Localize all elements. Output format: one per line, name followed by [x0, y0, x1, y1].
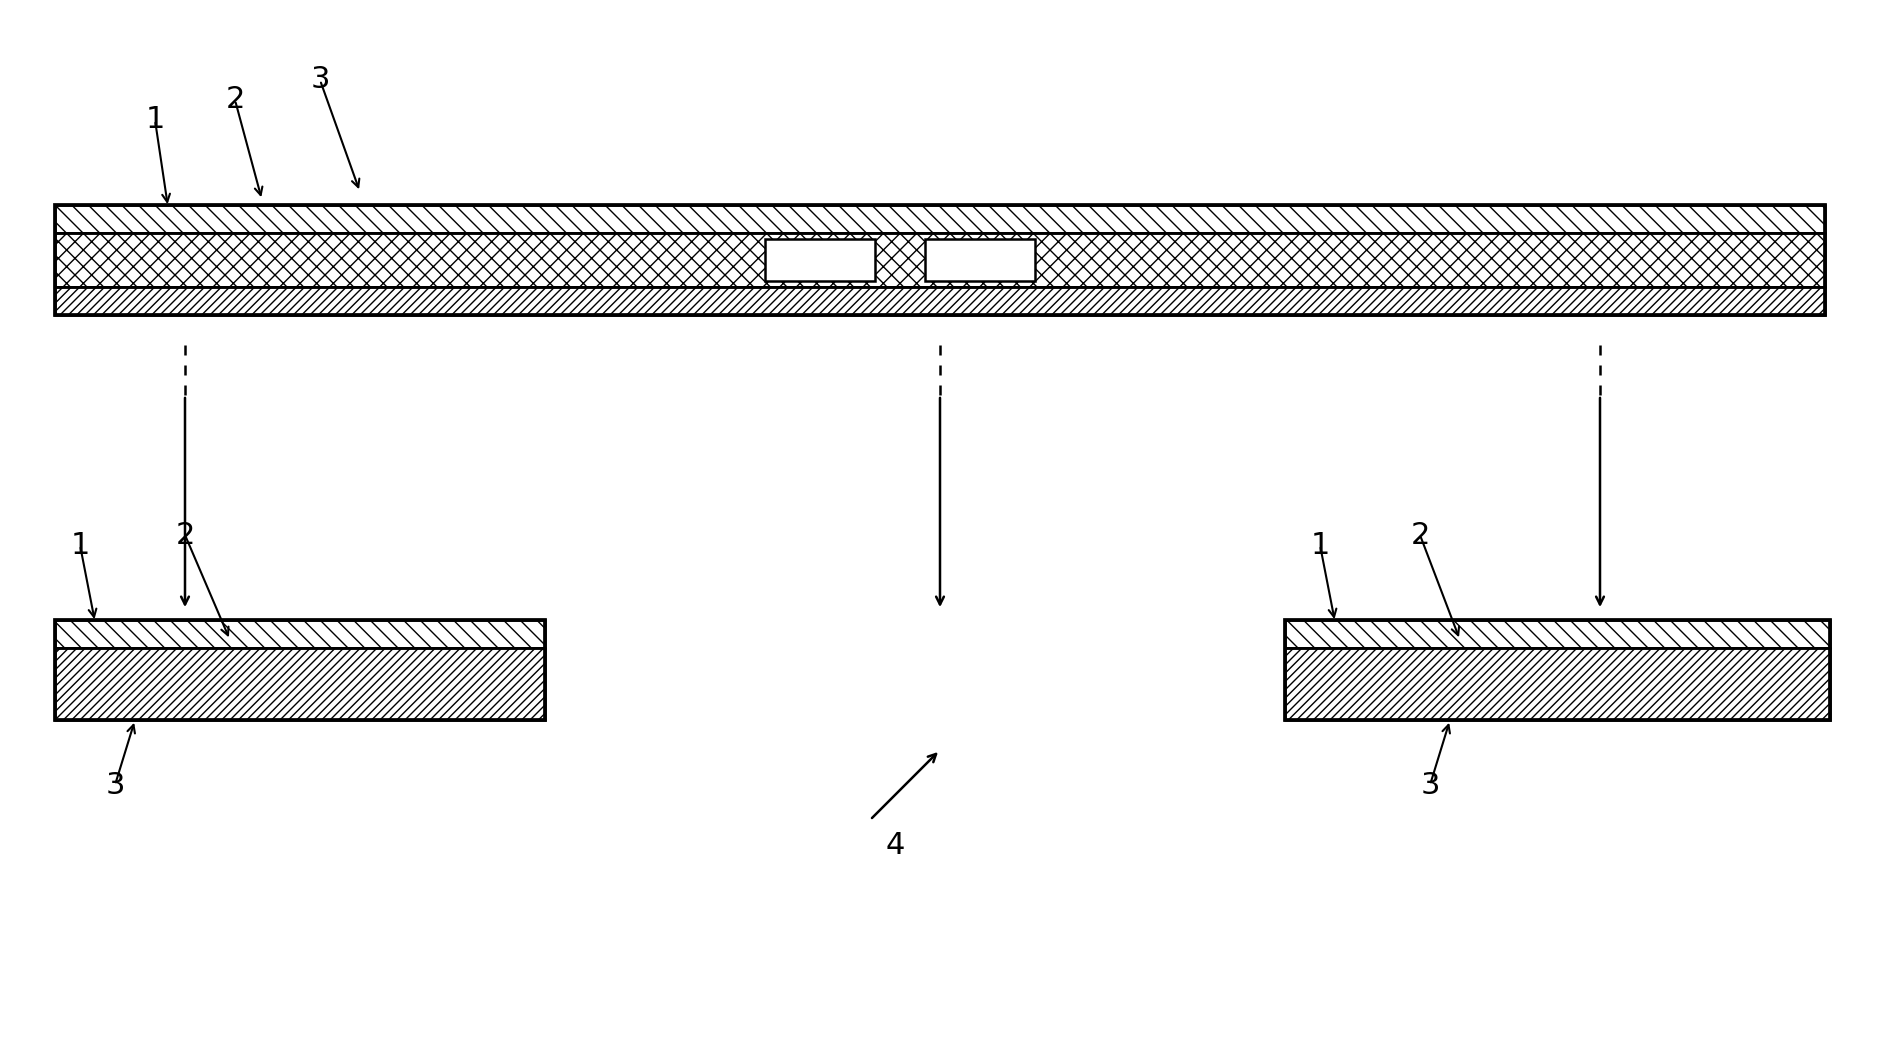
Text: 1: 1 [145, 105, 165, 134]
Bar [55, 233, 1825, 287]
Bar [765, 239, 874, 281]
Bar [55, 620, 545, 648]
Bar [55, 648, 545, 720]
Text: 3: 3 [105, 770, 124, 799]
Text: 3: 3 [1419, 770, 1440, 799]
Text: 4: 4 [885, 831, 904, 860]
Text: 2: 2 [175, 520, 196, 549]
Bar [55, 287, 1825, 315]
Bar [55, 205, 1825, 233]
Text: 1: 1 [1310, 531, 1329, 560]
Bar [1286, 620, 1829, 648]
Text: 3: 3 [310, 66, 329, 95]
Bar [1286, 648, 1829, 720]
Bar [55, 620, 545, 720]
Text: 2: 2 [226, 85, 244, 115]
Bar [1286, 620, 1829, 720]
Text: 2: 2 [1410, 520, 1429, 549]
Text: 1: 1 [70, 531, 90, 560]
Bar [55, 205, 1825, 315]
Bar [925, 239, 1036, 281]
